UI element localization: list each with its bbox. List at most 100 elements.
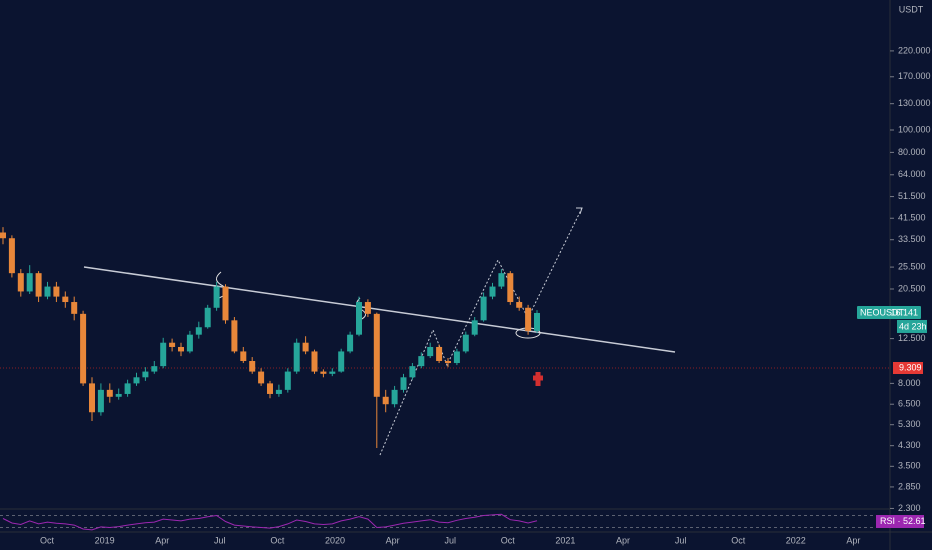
candle-body: [427, 346, 434, 357]
candle-body: [97, 389, 104, 413]
candle-body: [275, 389, 282, 394]
y-tick-label: 80.000: [898, 147, 926, 157]
y-tick-label: 8.000: [898, 378, 921, 388]
x-tick-label: 2022: [786, 535, 806, 545]
candle-body: [151, 366, 158, 372]
candle-body: [489, 286, 496, 297]
x-tick-label: 2021: [555, 535, 575, 545]
candle-body: [258, 371, 265, 384]
candle-body: [26, 273, 33, 292]
candle-body: [186, 334, 193, 352]
candle-body: [409, 366, 416, 378]
candle-body: [53, 286, 60, 297]
candle-body: [400, 377, 407, 390]
x-tick-label: Apr: [155, 535, 169, 545]
candle-body: [347, 334, 354, 352]
candle-body: [89, 383, 95, 413]
y-tick-label: 2.300: [898, 503, 921, 513]
candle-body: [231, 320, 238, 352]
candle-body: [338, 351, 345, 372]
y-tick-label: 12.500: [898, 333, 926, 343]
candle-body: [453, 351, 460, 364]
y-tick-label: 4.300: [898, 440, 921, 450]
rsi-line: [2, 513, 538, 531]
x-tick-label: 2020: [325, 535, 345, 545]
y-tick-label: 170.000: [898, 71, 931, 81]
candle-body: [195, 327, 202, 335]
level-tag: [893, 362, 923, 374]
x-tick-label: Apr: [386, 535, 400, 545]
x-tick-label: 2019: [95, 535, 115, 545]
x-tick-label: Jul: [214, 535, 226, 545]
candle-body: [35, 273, 42, 297]
candle-body: [62, 296, 69, 303]
candle-body: [418, 356, 425, 367]
y-tick-label: 64.000: [898, 169, 926, 179]
candle-body: [178, 346, 184, 352]
countdown: 4d 23h: [899, 321, 927, 331]
y-tick-label: 33.500: [898, 234, 926, 244]
candle-body: [17, 273, 24, 292]
candle-body: [284, 371, 291, 390]
candle-body: [525, 307, 532, 331]
candle-body: [507, 273, 514, 303]
candle-body: [267, 383, 273, 394]
candle-body: [480, 296, 487, 321]
x-tick-label: Apr: [616, 535, 630, 545]
rsi-tag: [876, 515, 924, 528]
trend-line: [83, 266, 676, 353]
last-price: 16.141: [890, 307, 918, 317]
candle-body: [124, 383, 131, 394]
x-tick-label: Jul: [444, 535, 456, 545]
rsi-label: RSI · 52.61: [880, 516, 926, 526]
candle-body: [320, 371, 327, 374]
candle-body: [293, 342, 300, 372]
candle-body: [516, 302, 523, 308]
y-tick-label: 3.500: [898, 461, 921, 471]
candle-body: [436, 346, 443, 361]
candle-body: [364, 302, 371, 314]
last-price-tag: [857, 305, 921, 319]
x-tick-label: Jul: [675, 535, 687, 545]
arrow-head: [576, 207, 583, 215]
candle-body: [471, 320, 478, 335]
y-tick-label: 25.500: [898, 261, 926, 271]
candle-body: [71, 302, 78, 314]
candle-body: [142, 371, 149, 378]
symbol-tag: NEOUSDT: [860, 307, 905, 317]
y-tick-label: 100.000: [898, 124, 931, 134]
x-tick-label: Oct: [731, 535, 746, 545]
y-tick-label: 20.500: [898, 283, 926, 293]
candle-body: [373, 313, 380, 397]
candle-body: [302, 342, 309, 352]
candle-body: [445, 361, 451, 364]
candle-body: [534, 312, 540, 331]
level-price: 9.309: [899, 362, 922, 372]
candle-body: [204, 307, 211, 328]
y-tick-label: 220.000: [898, 45, 931, 55]
x-tick-label: Apr: [846, 535, 860, 545]
candle-body: [382, 396, 389, 405]
candle-body: [106, 389, 113, 397]
x-tick-label: Oct: [501, 535, 516, 545]
candle-body: [462, 334, 469, 352]
candle-body: [498, 273, 505, 287]
currency-label: USDT: [899, 4, 924, 14]
candle-body: [160, 342, 167, 367]
candle-body: [44, 286, 51, 297]
candle-body: [311, 351, 318, 372]
red-cross: [533, 372, 543, 386]
candle-body: [115, 393, 122, 397]
countdown-tag: [897, 319, 927, 333]
candle-body: [391, 389, 398, 405]
candle-body: [0, 232, 6, 239]
y-tick-label: 5.300: [898, 419, 921, 429]
candle-body: [240, 351, 247, 361]
y-tick-label: 2.850: [898, 481, 921, 491]
y-tick-label: 6.500: [898, 399, 921, 409]
candle-body: [169, 342, 176, 347]
candle-body: [356, 302, 362, 335]
x-tick-label: Oct: [270, 535, 285, 545]
